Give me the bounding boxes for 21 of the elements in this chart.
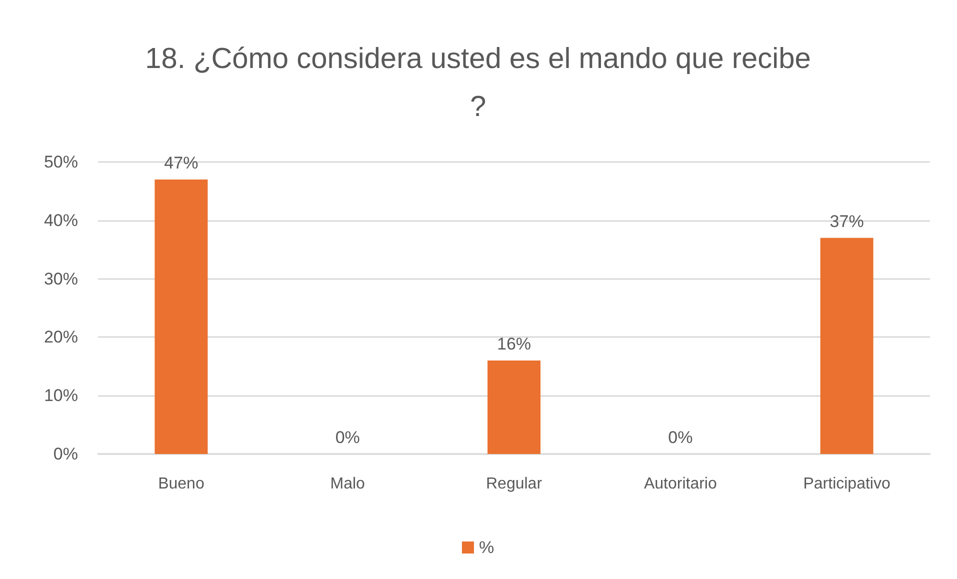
y-tick-label: 50%	[44, 152, 78, 172]
x-tick-label: Malo	[330, 476, 366, 492]
legend-label: %	[478, 538, 494, 557]
data-label: 0%	[335, 428, 360, 447]
y-tick-label: 0%	[53, 444, 78, 464]
data-label: 16%	[496, 334, 532, 354]
bar	[820, 238, 874, 454]
y-tick-label: 30%	[44, 269, 78, 288]
x-tick-label: Autoritario	[644, 476, 717, 492]
y-tick-label: 20%	[44, 328, 78, 347]
data-label: 47%	[164, 154, 198, 173]
y-tick-label: 40%	[44, 210, 78, 230]
data-label: 37%	[830, 212, 864, 231]
chart-title: 18. ¿Cómo considera usted es el mando que recibe?	[145, 43, 811, 123]
bar	[488, 360, 540, 454]
data-label: 0%	[668, 428, 693, 447]
y-tick-label: 10%	[44, 386, 78, 406]
x-tick-label: Regular	[486, 476, 543, 492]
bar	[154, 180, 208, 454]
x-tick-label: Bueno	[158, 476, 204, 492]
x-tick-label: Participativo	[803, 476, 890, 492]
